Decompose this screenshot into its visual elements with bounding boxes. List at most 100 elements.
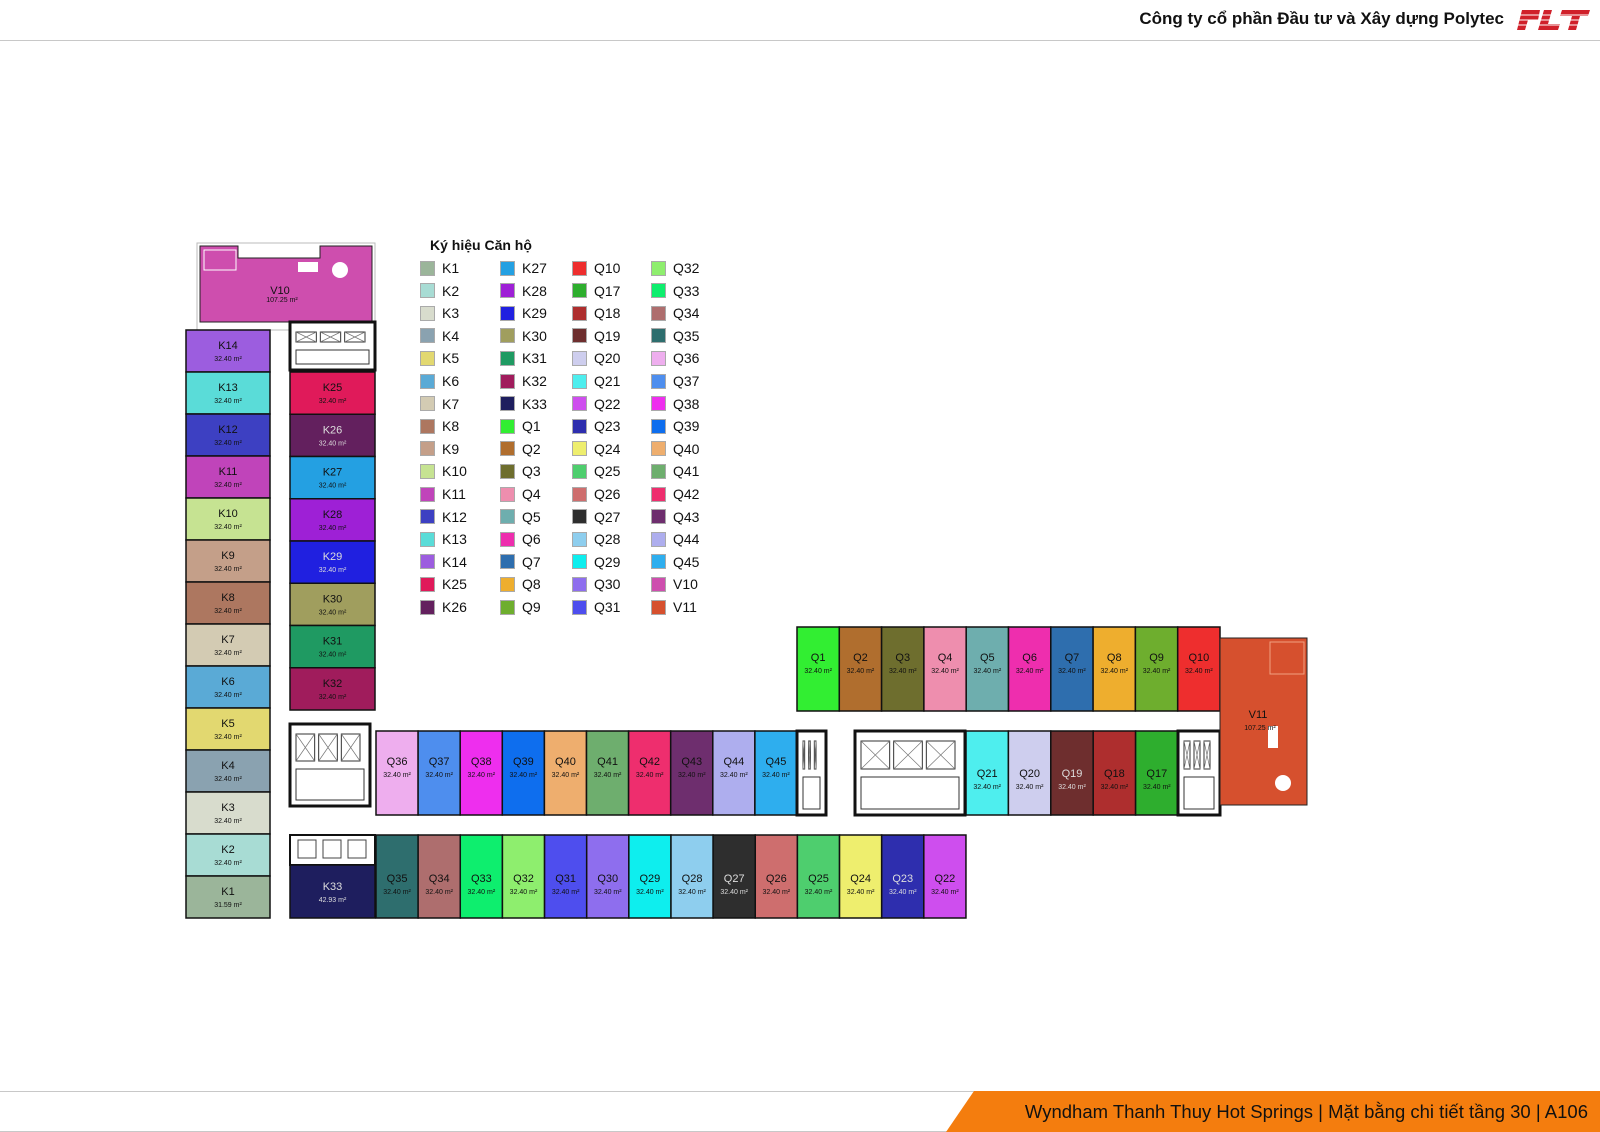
legend-label: K4 xyxy=(442,327,460,344)
legend-item-q26: Q26 xyxy=(572,486,620,502)
unit-fill xyxy=(838,626,883,712)
elevator-icon xyxy=(1193,740,1201,770)
legend-label: K5 xyxy=(442,350,460,367)
unit-area: 32.40 m² xyxy=(1058,668,1086,675)
elevator-icon xyxy=(297,839,317,859)
unit-code: K30 xyxy=(323,593,343,605)
unit-fill xyxy=(199,245,373,323)
legend-item-k7: K7 xyxy=(420,396,459,412)
unit-code: Q21 xyxy=(977,768,998,780)
legend-swatch xyxy=(420,554,435,570)
legend-label: Q2 xyxy=(522,440,541,457)
unit-v11: V11 107.25 m² xyxy=(1219,637,1308,806)
legend-swatch xyxy=(572,441,587,457)
unit-fill xyxy=(185,707,271,751)
legend-item-k26: K26 xyxy=(420,599,467,615)
legend-swatch xyxy=(651,328,666,344)
legend-item-q36: Q36 xyxy=(651,350,699,366)
unit-q39: Q39 32.40 m² xyxy=(501,730,546,816)
legend-label: Q27 xyxy=(594,508,621,525)
unit-area: 32.40 m² xyxy=(319,440,347,447)
unit-area: 32.40 m² xyxy=(214,566,242,573)
unit-code: Q34 xyxy=(429,873,450,885)
unit-k30: K30 32.40 m² xyxy=(289,582,376,627)
unit-code: K9 xyxy=(221,550,234,562)
legend-item-q44: Q44 xyxy=(651,531,699,547)
unit-area: 32.40 m² xyxy=(214,398,242,405)
legend-label: Q29 xyxy=(594,553,621,570)
unit-area: 32.40 m² xyxy=(319,398,347,405)
unit-code: K11 xyxy=(219,466,238,478)
elevator-icon xyxy=(318,733,338,762)
legend-label: K8 xyxy=(442,418,460,435)
unit-area: 32.40 m² xyxy=(762,772,790,779)
legend-swatch xyxy=(651,463,666,479)
dining-table-icon xyxy=(1268,726,1278,748)
legend-label: K14 xyxy=(442,553,467,570)
legend-swatch xyxy=(572,283,587,299)
legend-swatch xyxy=(500,305,515,321)
unit-code: K33 xyxy=(323,881,343,893)
legend-label: Q38 xyxy=(673,395,700,412)
legend-item-q29: Q29 xyxy=(572,554,620,570)
legend-item-q19: Q19 xyxy=(572,328,620,344)
unit-code: K2 xyxy=(221,844,234,856)
legend-item-q32: Q32 xyxy=(651,260,699,276)
unit-code: Q3 xyxy=(895,652,910,664)
legend-swatch xyxy=(500,486,515,502)
legend-item-q38: Q38 xyxy=(651,396,699,412)
unit-area: 32.40 m² xyxy=(1016,784,1044,791)
legend-label: Q7 xyxy=(522,553,541,570)
elevator-icon xyxy=(1203,740,1211,770)
unit-area: 31.59 m² xyxy=(214,902,242,909)
unit-code: K13 xyxy=(218,382,238,394)
unit-q23: Q23 32.40 m² xyxy=(880,834,925,919)
legend-item-q27: Q27 xyxy=(572,509,620,525)
table-icon xyxy=(1275,775,1291,791)
unit-area: 32.40 m² xyxy=(552,889,580,896)
unit-area: 32.40 m² xyxy=(510,889,538,896)
unit-q37: Q37 32.40 m² xyxy=(417,730,461,816)
legend-item-q40: Q40 xyxy=(651,441,699,457)
legend-swatch xyxy=(500,509,515,525)
unit-q42: Q42 32.40 m² xyxy=(627,730,672,816)
unit-code: Q9 xyxy=(1149,652,1164,664)
legend-item-q23: Q23 xyxy=(572,418,620,434)
unit-fill xyxy=(501,730,546,816)
legend-item-k9: K9 xyxy=(420,441,459,457)
legend-item-q17: Q17 xyxy=(572,283,620,299)
legend-item-q18: Q18 xyxy=(572,305,620,321)
unit-fill xyxy=(543,730,588,816)
legend-item-k5: K5 xyxy=(420,350,459,366)
legend-label: Q25 xyxy=(594,463,621,480)
unit-area: 32.40 m² xyxy=(594,889,622,896)
legend-label: Q43 xyxy=(673,508,700,525)
unit-code: K27 xyxy=(323,467,343,479)
balcony-icon xyxy=(1269,641,1305,675)
legend-label: K11 xyxy=(442,486,466,502)
unit-code: Q38 xyxy=(471,756,492,768)
legend-item-q10: Q10 xyxy=(572,260,620,276)
legend-swatch xyxy=(500,396,515,412)
legend-item-q22: Q22 xyxy=(572,396,620,412)
unit-code: Q40 xyxy=(555,756,576,768)
legend-item-k10: K10 xyxy=(420,463,467,479)
legend-label: K28 xyxy=(522,282,547,299)
legend-swatch xyxy=(572,328,587,344)
legend-swatch xyxy=(651,531,666,547)
legend-swatch xyxy=(420,305,435,321)
legend-item-q8: Q8 xyxy=(500,576,541,592)
legend-item-q39: Q39 xyxy=(651,418,699,434)
unit-q8: Q8 32.40 m² xyxy=(1092,626,1137,712)
unit-code: Q18 xyxy=(1104,768,1125,780)
header-bar: Công ty cổ phần Đầu tư và Xây dựng Polyt… xyxy=(0,0,1600,41)
legend-label: K32 xyxy=(522,373,547,389)
unit-k9: K9 32.40 m² xyxy=(185,539,271,583)
unit-code: Q8 xyxy=(1107,652,1122,664)
legend-label: Q8 xyxy=(522,576,541,593)
unit-code: K10 xyxy=(218,508,238,520)
unit-k14: K14 32.40 m² xyxy=(185,329,271,373)
legend-swatch xyxy=(572,463,587,479)
unit-q32: Q32 32.40 m² xyxy=(501,834,546,919)
